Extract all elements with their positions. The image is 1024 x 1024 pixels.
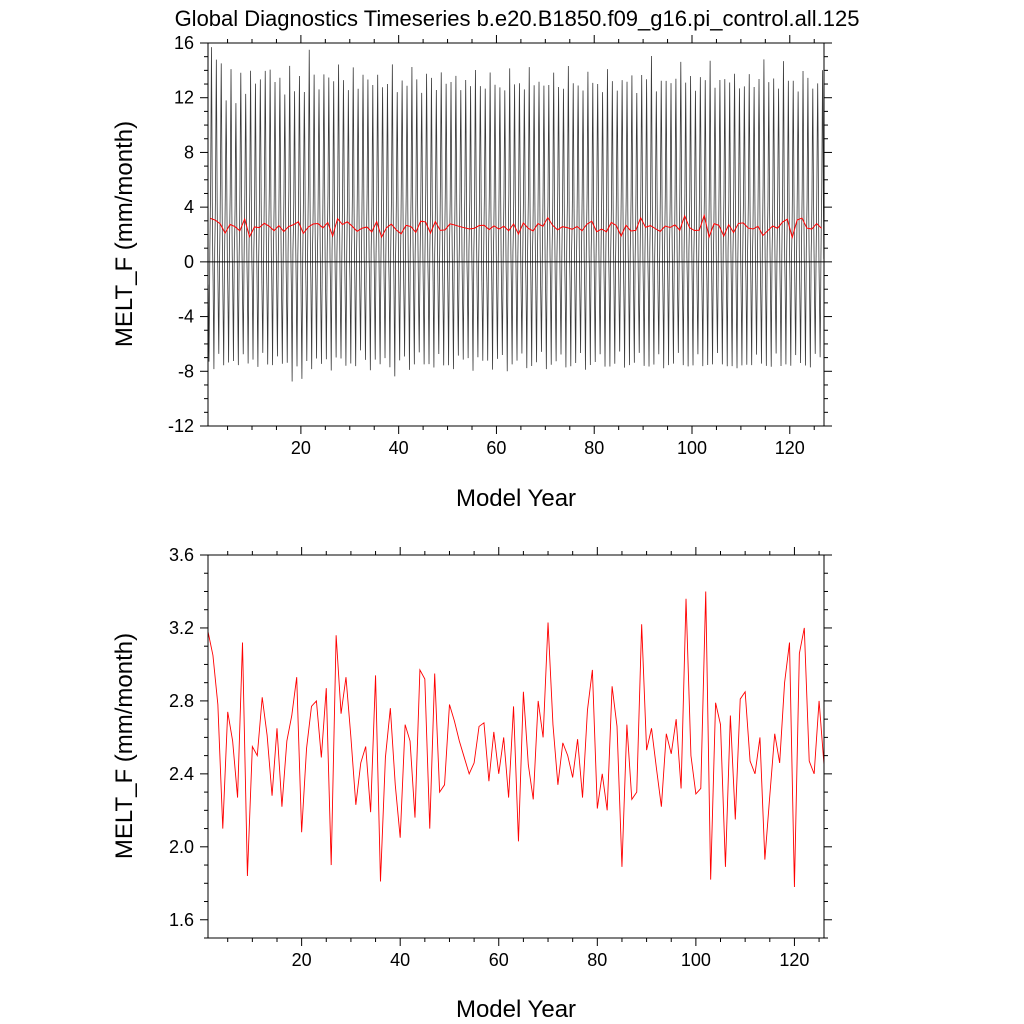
top-ytick-label: 12 [174,88,194,108]
top-ytick-label: 4 [184,197,194,217]
bottom-frame [207,554,825,939]
top-xtick-label: 80 [584,438,604,458]
bottom-axes: 1.6 2.0 2.4 2.8 3.2 3.6 20 40 60 80 100 120 [169,545,832,970]
monthly-series-line [207,47,825,382]
top-ytick-label: -12 [168,416,194,436]
bottom-ytick-label: 3.6 [169,545,194,565]
annual-mean-series-line [210,213,822,240]
top-ytick-label: 8 [184,142,194,162]
top-x-axis-label: Model Year [456,485,576,512]
top-plot-area [207,47,825,382]
bottom-y-axis-label: MELT_F (mm/month) [111,633,138,859]
top-ytick-label: -4 [178,307,194,327]
bottom-ytick-label: 3.2 [169,618,194,638]
bottom-xtick-label: 80 [587,950,607,970]
top-xtick-label: 100 [677,438,707,458]
bottom-ytick-label: 2.0 [169,837,194,857]
top-xtick-label: 60 [486,438,506,458]
bottom-xtick-label: 60 [489,950,509,970]
bottom-xtick-label: 40 [390,950,410,970]
chart-title: Global Diagnostics Timeseries b.e20.B185… [175,6,860,31]
top-xtick-label: 40 [389,438,409,458]
bottom-ytick-label: 1.6 [169,910,194,930]
top-xtick-label: 20 [291,438,311,458]
bottom-plot-area [207,591,825,887]
top-axes: -12 -8 -4 0 4 8 12 16 20 40 60 80 100 120 [168,33,832,458]
bottom-xtick-label: 120 [779,950,809,970]
bottom-ytick-label: 2.8 [169,691,194,711]
top-y-axis-label: MELT_F (mm/month) [111,121,138,347]
bottom-panel: 1.6 2.0 2.4 2.8 3.2 3.6 20 40 60 80 100 120 Model Y… [111,545,832,1023]
bottom-ytick-label: 2.4 [169,764,194,784]
top-xtick-label: 120 [775,438,805,458]
top-ytick-label: 16 [174,33,194,53]
top-ytick-label: -8 [178,361,194,381]
top-ytick-label: 0 [184,252,194,272]
annual-series-line [207,591,825,887]
bottom-x-axis-label: Model Year [456,996,576,1023]
bottom-xtick-label: 100 [681,950,711,970]
bottom-xtick-label: 20 [292,950,312,970]
